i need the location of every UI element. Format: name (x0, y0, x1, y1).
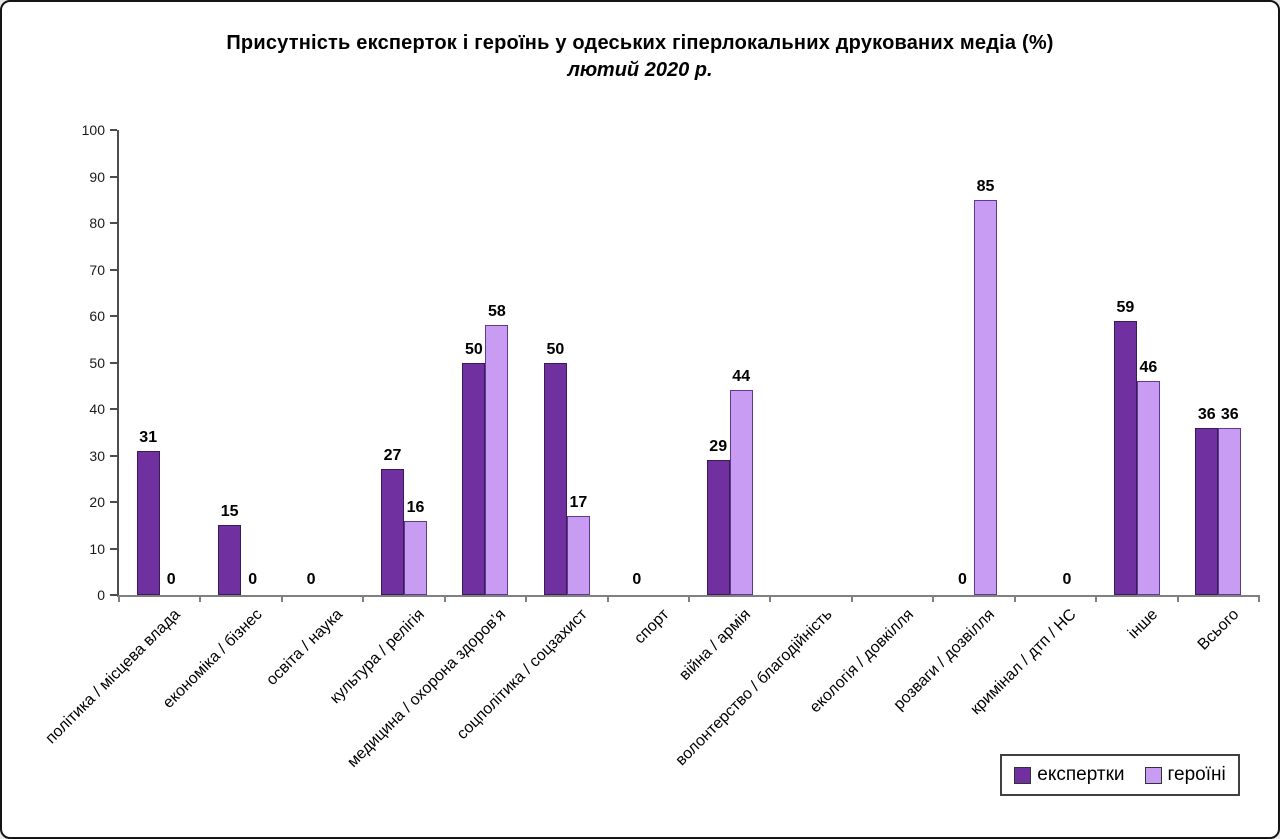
chart-subtitle: лютий 2020 р. (567, 59, 713, 81)
y-axis-tick (110, 361, 117, 364)
value-label: 27 (383, 447, 402, 465)
value-label: 50 (465, 340, 483, 358)
title-block: Присутність експерток і героїнь у одеськ… (2, 32, 1278, 82)
y-axis-tick-label: 10 (89, 540, 105, 557)
bar-експертки (706, 460, 730, 595)
bar-героїні (1136, 381, 1160, 595)
value-label-zero: 0 (1062, 571, 1072, 588)
value-label: 17 (569, 493, 588, 511)
x-axis-tick (1258, 595, 1260, 602)
plot-area: 0 10 20 30 40 50 60 70 80 90 100 політика / місцева… (43, 122, 1260, 771)
x-axis-tick (1095, 595, 1098, 602)
y-axis-tick-label: 20 (89, 494, 105, 510)
bar-експертки (462, 362, 486, 595)
x-axis-tick (606, 595, 609, 602)
bar-героїні (485, 325, 509, 595)
y-axis-tick (110, 594, 117, 596)
value-label: 16 (406, 498, 425, 516)
bar-героїні (404, 520, 427, 595)
value-label-zero: 0 (166, 571, 176, 588)
y-axis-tick-label: 100 (81, 122, 105, 138)
y-axis-tick-label: 40 (89, 401, 105, 417)
y-axis-tick (110, 315, 117, 317)
y-axis-tick (110, 175, 117, 178)
x-axis-tick (199, 595, 202, 602)
x-axis-tick (769, 595, 772, 602)
y-axis-tick (110, 501, 117, 503)
category-label: медицина / охорона здоров’я (344, 606, 510, 771)
category-label: Всього (1194, 606, 1243, 654)
bar-героїні (729, 390, 753, 595)
y-axis-tick-label: 80 (89, 215, 105, 231)
category-label: волонтерство / благодійність (672, 606, 836, 770)
category-label: політика / місцева влада (42, 606, 184, 748)
value-label-zero: 0 (632, 571, 642, 588)
value-label: 29 (709, 438, 728, 456)
y-axis-tick (110, 547, 117, 550)
value-label: 59 (1116, 298, 1135, 316)
category-label: спорт (630, 606, 673, 648)
y-axis-tick-label: 50 (89, 354, 105, 371)
legend-item-heroine: героїні (1144, 764, 1226, 786)
category-label: інше (1124, 606, 1161, 643)
value-label: 44 (732, 368, 751, 386)
y-axis-tick-label: 70 (89, 261, 105, 278)
x-axis-tick (362, 595, 365, 602)
bar-експертки (543, 362, 567, 595)
bar-експертки (1195, 427, 1219, 595)
value-label-zero: 0 (958, 571, 967, 588)
y-axis-tick (110, 454, 117, 457)
value-label-zero: 0 (248, 571, 258, 588)
value-label: 31 (139, 428, 158, 446)
legend-item-expert: експертки (1014, 764, 1125, 786)
y-axis-tick (110, 222, 117, 224)
legend-label-heroine: героїні (1167, 764, 1226, 785)
legend-label-expert: експертки (1037, 764, 1125, 785)
x-axis-tick (932, 595, 935, 602)
value-label: 15 (220, 503, 239, 521)
x-axis-tick (1176, 595, 1179, 602)
y-axis-tick-label: 90 (89, 168, 105, 185)
category-label: освіта / наука (263, 606, 347, 689)
x-axis-tick (443, 595, 446, 602)
bar-експертки (218, 525, 242, 595)
chart-title: Присутність експерток і героїнь у одеськ… (226, 32, 1054, 54)
value-label: 58 (488, 303, 506, 321)
x-axis-tick (1013, 595, 1016, 602)
bar-героїні (566, 515, 590, 595)
value-label: 85 (976, 177, 995, 195)
y-axis-tick-label: 0 (97, 587, 105, 603)
x-axis-tick (688, 595, 690, 602)
bar-експертки (136, 450, 160, 595)
bar-експертки (381, 469, 404, 595)
category-label: війна / армія (675, 606, 754, 684)
y-axis-tick (110, 268, 117, 271)
legend-swatch-heroine (1144, 766, 1162, 784)
value-label: 46 (1139, 359, 1158, 377)
x-axis-tick (850, 595, 853, 602)
y-axis-tick (110, 408, 117, 410)
y-axis-tick-label: 30 (89, 447, 105, 464)
bar-експертки (1113, 320, 1137, 595)
y-axis-tick-label: 60 (89, 308, 105, 324)
value-label-zero: 0 (306, 571, 316, 588)
x-axis-tick (118, 595, 120, 602)
bar-героїні (1218, 427, 1242, 595)
value-label: 50 (546, 340, 565, 358)
legend-swatch-expert (1014, 766, 1032, 784)
value-label: 36 (1220, 405, 1239, 423)
x-axis-tick (525, 595, 528, 602)
x-axis-tick (280, 595, 283, 602)
value-label: 36 (1197, 405, 1216, 423)
y-axis-tick (110, 129, 117, 131)
bar-героїні (974, 199, 997, 595)
legend: експертки героїні (1000, 754, 1240, 796)
